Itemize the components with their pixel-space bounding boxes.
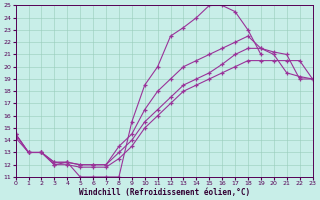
X-axis label: Windchill (Refroidissement éolien,°C): Windchill (Refroidissement éolien,°C): [78, 188, 250, 197]
